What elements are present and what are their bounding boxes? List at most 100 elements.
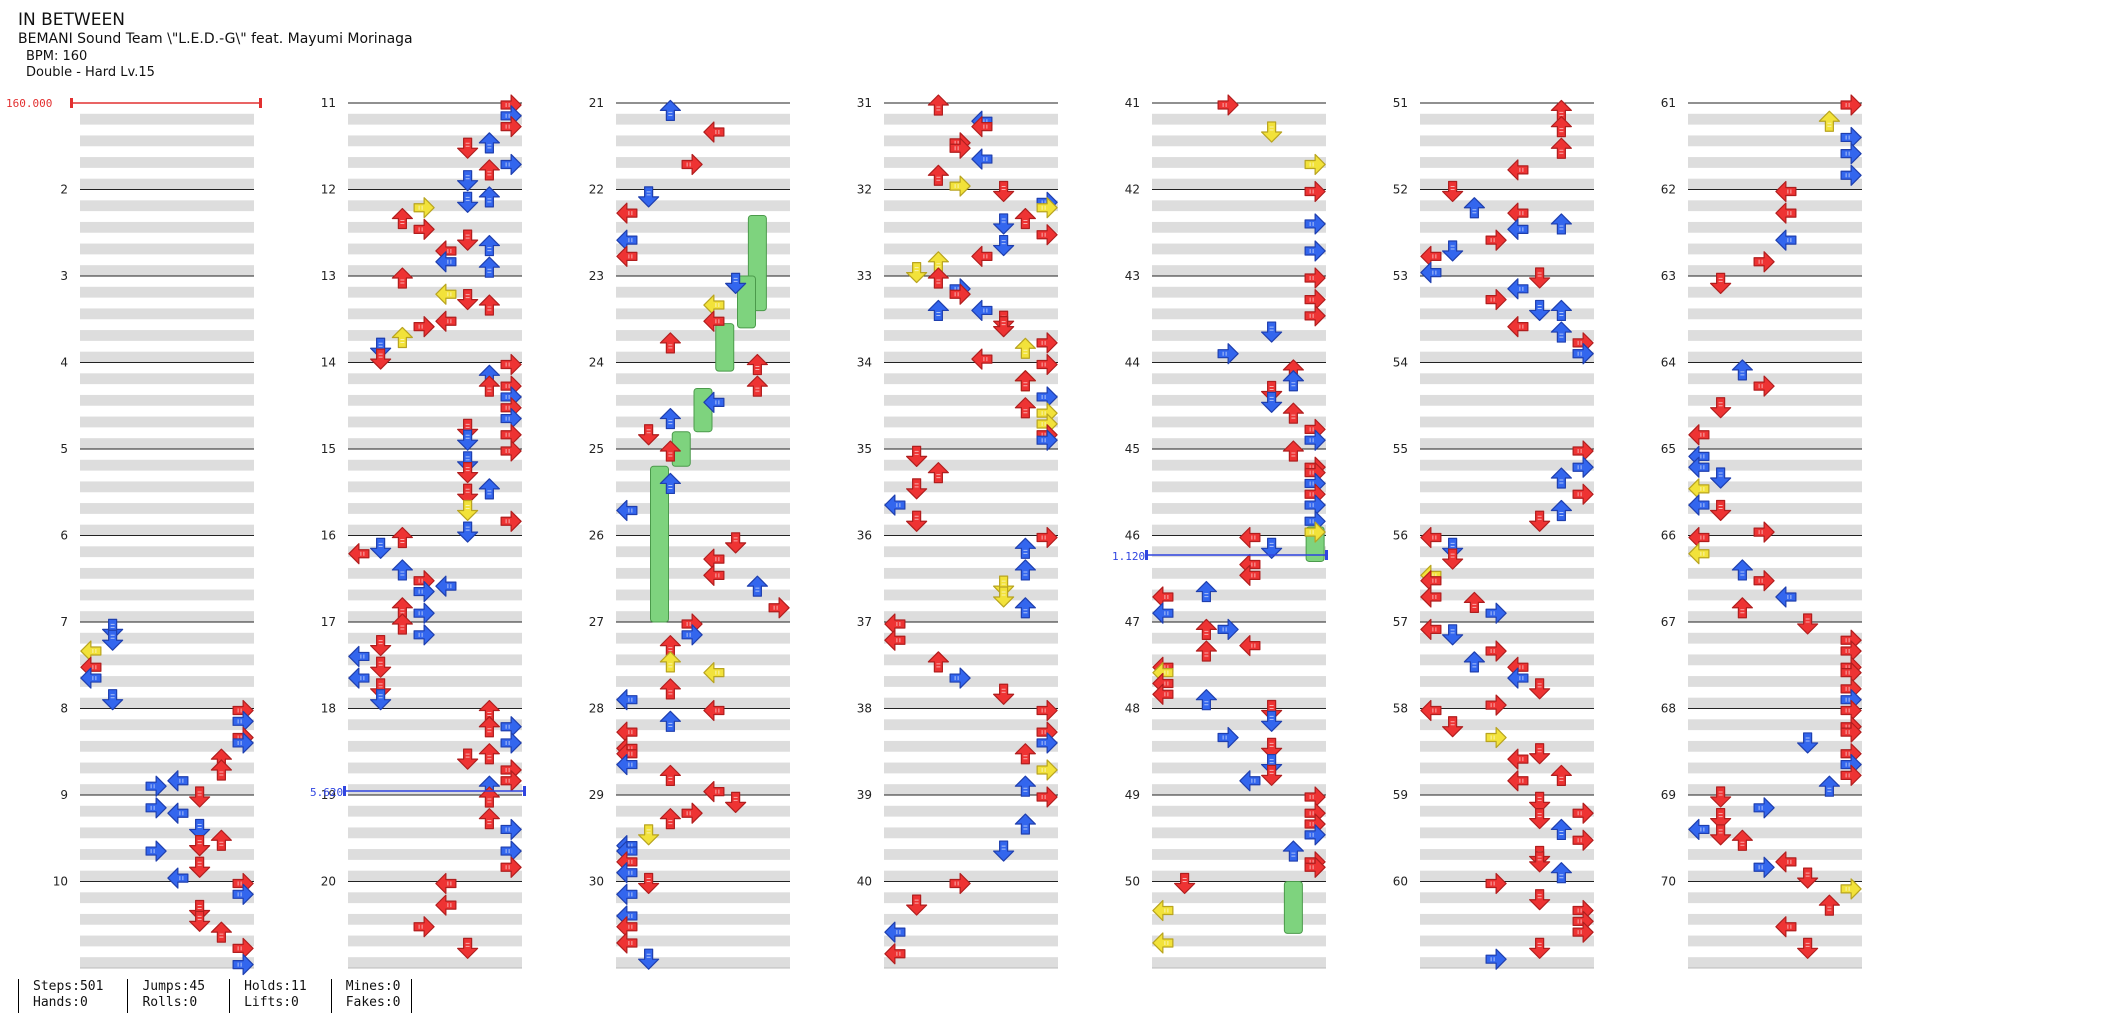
beat-stripe xyxy=(348,113,522,125)
beat-stripe xyxy=(1420,200,1594,212)
beat-stripe xyxy=(1688,503,1862,514)
hold-note xyxy=(737,275,756,329)
beat-stripe xyxy=(616,157,790,168)
beat-stripe xyxy=(1688,740,1862,752)
beat-stripe xyxy=(348,135,522,147)
beat-stripe xyxy=(1688,286,1862,298)
beat-stripe xyxy=(80,611,254,622)
beat-stripe xyxy=(1688,611,1862,622)
beat-stripe xyxy=(80,481,254,493)
beat-stripe xyxy=(80,221,254,233)
measure-number: 4 xyxy=(60,356,68,370)
beat-stripe xyxy=(616,243,790,255)
beat-stripe xyxy=(884,870,1058,882)
measure-number: 20 xyxy=(321,875,336,889)
beat-stripe xyxy=(1152,719,1326,731)
beat-stripe xyxy=(616,459,790,471)
beat-stripe xyxy=(884,459,1058,471)
beat-stripe xyxy=(1688,654,1862,666)
song-title: IN BETWEEN xyxy=(18,10,125,30)
beat-stripe xyxy=(80,697,254,709)
beat-stripe xyxy=(1420,805,1594,817)
beat-stripe xyxy=(348,957,522,968)
beat-stripe xyxy=(1688,394,1862,406)
beat-stripe xyxy=(616,762,790,774)
step-arrow xyxy=(1217,94,1239,116)
beat-stripe xyxy=(1152,157,1326,168)
beat-stripe xyxy=(348,892,522,904)
beat-stripe xyxy=(1152,654,1326,666)
beat-stripe xyxy=(616,913,790,925)
beat-stripe xyxy=(1420,762,1594,774)
beat-stripe xyxy=(1152,265,1326,276)
beat-stripe xyxy=(1152,178,1326,190)
beat-stripe xyxy=(884,654,1058,666)
beat-stripe xyxy=(1688,546,1862,558)
beat-stripe xyxy=(80,308,254,320)
beat-stripe xyxy=(1420,330,1594,341)
beat-stripe xyxy=(1688,157,1862,168)
beat-stripe xyxy=(1420,221,1594,233)
beat-stripe xyxy=(348,784,522,795)
stats-column: Jumps:45 Rolls:0 xyxy=(127,979,229,1013)
beat-stripe xyxy=(348,611,522,622)
beat-stripe xyxy=(348,394,522,406)
beat-stripe xyxy=(1152,676,1326,687)
hold-note xyxy=(715,323,735,372)
beat-stripe xyxy=(1420,632,1594,644)
beat-stripe xyxy=(1152,805,1326,817)
beat-stripe xyxy=(1420,308,1594,320)
beat-stripe xyxy=(884,697,1058,709)
beat-stripe xyxy=(616,524,790,536)
beat-stripe xyxy=(80,870,254,882)
beat-stripe xyxy=(348,632,522,644)
beat-stripe xyxy=(80,178,254,190)
beat-stripe xyxy=(1688,416,1862,428)
beat-stripe xyxy=(616,373,790,385)
beat-stripe xyxy=(1688,567,1862,579)
beat-stripe xyxy=(616,351,790,363)
beat-stripe xyxy=(884,265,1058,276)
stats-column: Steps:501 Hands:0 xyxy=(18,979,127,1013)
beat-stripe xyxy=(1420,697,1594,709)
stats-column: Holds:11 Lifts:0 xyxy=(229,979,331,1013)
beat-stripe xyxy=(884,935,1058,947)
measure-number: 39 xyxy=(857,788,872,802)
step-arrow xyxy=(927,94,949,116)
beat-stripe xyxy=(1420,719,1594,731)
beat-stripe xyxy=(884,524,1058,536)
beat-stripe xyxy=(348,870,522,882)
beat-stripe xyxy=(80,654,254,666)
beat-stripe xyxy=(80,892,254,904)
beat-stripe xyxy=(616,546,790,558)
beat-stripe xyxy=(884,611,1058,622)
beat-stripe xyxy=(80,632,254,644)
beat-stripe xyxy=(616,221,790,233)
beat-stripe xyxy=(884,827,1058,839)
measure-number: 29 xyxy=(589,788,604,802)
beat-stripe xyxy=(1688,308,1862,320)
beat-stripe xyxy=(884,957,1058,968)
beat-stripe xyxy=(348,157,522,168)
beat-stripe xyxy=(80,265,254,276)
beat-stripe xyxy=(616,589,790,601)
beat-stripe xyxy=(1688,762,1862,774)
beat-stripe xyxy=(884,676,1058,687)
beat-stripe xyxy=(1152,632,1326,644)
beat-stripe xyxy=(348,265,522,276)
beat-stripe xyxy=(616,113,790,125)
beat-stripe xyxy=(1152,611,1326,622)
measure-number: 63 xyxy=(1661,269,1676,283)
measure-number: 36 xyxy=(857,529,872,543)
beat-stripe xyxy=(1152,589,1326,601)
measure-number: 2 xyxy=(60,183,68,197)
beat-stripe xyxy=(348,221,522,233)
beat-stripe xyxy=(1152,784,1326,795)
beat-stripe xyxy=(1688,481,1862,493)
beat-stripe xyxy=(616,892,790,904)
measure-number: 3 xyxy=(60,269,68,283)
beat-stripe xyxy=(884,632,1058,644)
beat-stripe xyxy=(616,503,790,514)
fakes-count: Fakes:0 xyxy=(345,995,401,1010)
measure-number: 5 xyxy=(60,442,68,456)
